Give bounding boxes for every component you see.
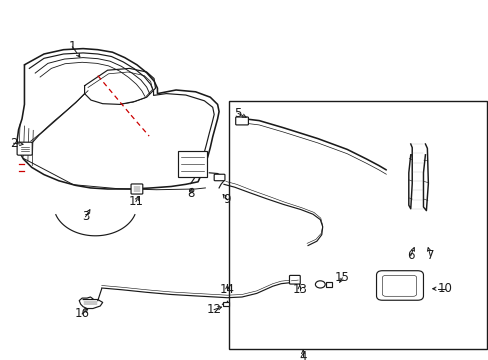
Text: 11: 11: [128, 195, 143, 208]
FancyBboxPatch shape: [376, 271, 423, 300]
Text: 16: 16: [75, 307, 89, 320]
Text: 10: 10: [437, 282, 451, 295]
FancyBboxPatch shape: [131, 184, 142, 194]
Text: 1: 1: [68, 40, 76, 53]
Text: 5: 5: [234, 107, 242, 120]
FancyBboxPatch shape: [289, 275, 300, 284]
Text: 3: 3: [81, 210, 89, 223]
Text: 15: 15: [334, 271, 349, 284]
Text: 2: 2: [10, 137, 18, 150]
Bar: [325, 282, 331, 287]
Text: 4: 4: [299, 350, 306, 360]
FancyBboxPatch shape: [17, 142, 32, 155]
Text: 13: 13: [292, 283, 306, 296]
Text: 8: 8: [186, 187, 194, 200]
Bar: [223, 302, 228, 306]
Text: 9: 9: [223, 193, 231, 206]
Text: 7: 7: [426, 249, 433, 262]
Text: 12: 12: [206, 303, 221, 316]
Bar: [228, 101, 486, 349]
Bar: [178, 151, 206, 177]
FancyBboxPatch shape: [214, 174, 224, 181]
FancyBboxPatch shape: [235, 117, 248, 125]
Circle shape: [315, 281, 325, 288]
Text: 6: 6: [406, 249, 414, 262]
Text: 14: 14: [220, 283, 234, 296]
